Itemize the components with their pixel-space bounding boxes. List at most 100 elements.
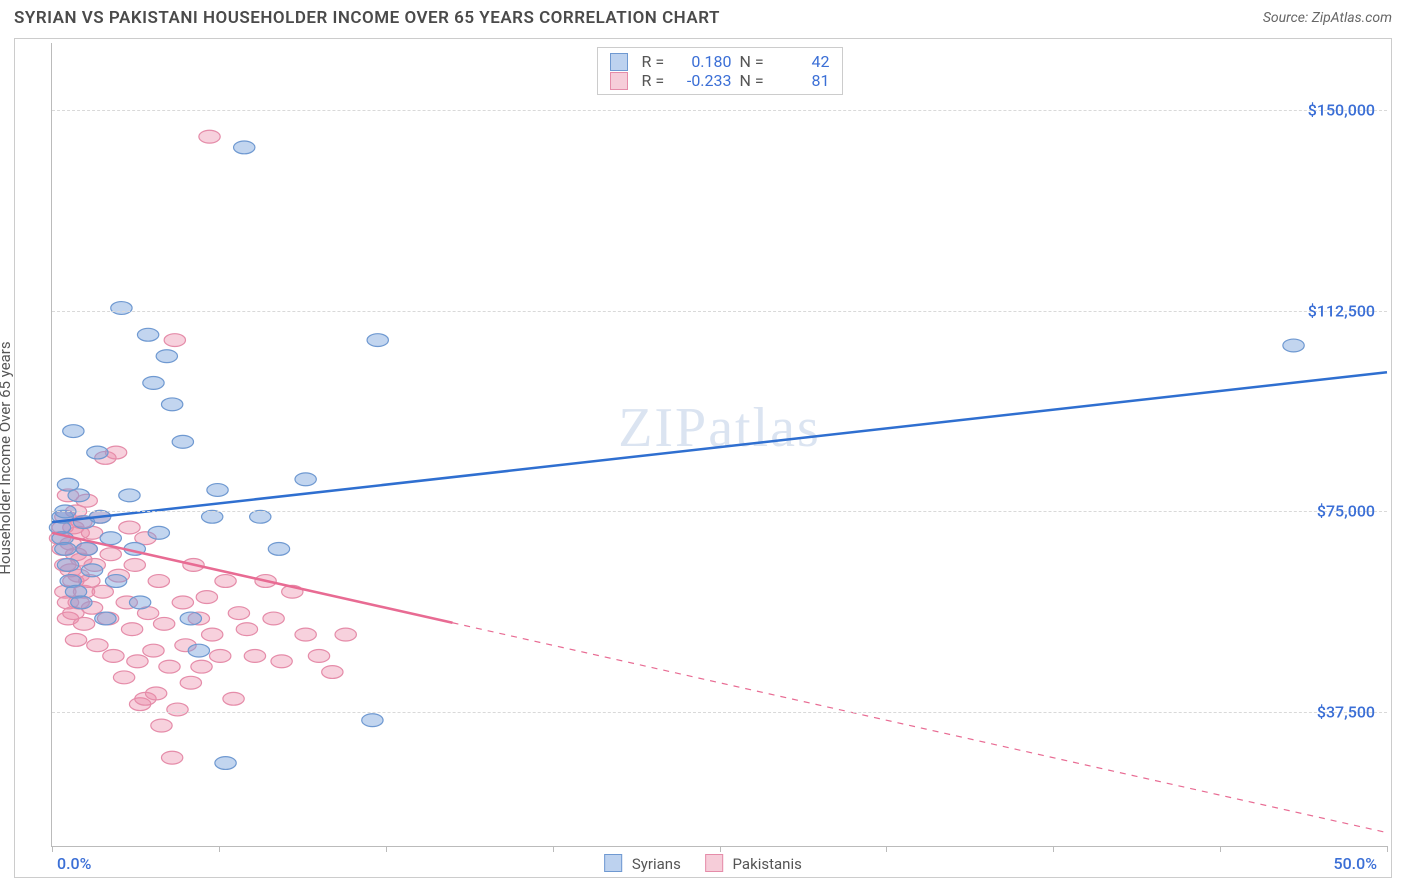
y-tick-label: $37,500 <box>1317 703 1375 722</box>
x-tick <box>1387 846 1388 852</box>
chart-title: SYRIAN VS PAKISTANI HOUSEHOLDER INCOME O… <box>14 8 720 28</box>
gridline-horizontal <box>52 311 1387 312</box>
point-syrians <box>180 612 201 625</box>
x-tick <box>1053 846 1054 852</box>
point-syrians <box>234 141 255 154</box>
n-label: N = <box>740 52 766 71</box>
point-pakistanis <box>271 655 292 668</box>
trendline-extrapolated-pakistanis <box>453 623 1388 833</box>
n-value: 42 <box>774 52 830 71</box>
point-pakistanis <box>127 655 148 668</box>
plot-area: ZIPatlas R =0.180N =42R =-0.233N =81 $37… <box>51 43 1387 847</box>
point-pakistanis <box>172 596 193 609</box>
point-pakistanis <box>180 676 201 689</box>
point-pakistanis <box>236 623 257 636</box>
x-tick <box>52 846 53 852</box>
point-pakistanis <box>202 628 223 641</box>
legend-row-pakistanis: R =-0.233N =81 <box>610 71 830 90</box>
point-pakistanis <box>308 650 329 663</box>
gridline-horizontal <box>52 511 1387 512</box>
swatch-pakistanis <box>610 72 628 90</box>
point-syrians <box>295 473 316 486</box>
x-tick <box>720 846 721 852</box>
point-syrians <box>1283 339 1304 352</box>
gridline-horizontal <box>52 110 1387 111</box>
point-syrians <box>71 596 92 609</box>
point-pakistanis <box>153 617 174 630</box>
point-pakistanis <box>191 660 212 673</box>
correlation-legend: R =0.180N =42R =-0.233N =81 <box>597 47 843 95</box>
point-syrians <box>57 559 78 572</box>
gridline-horizontal <box>52 712 1387 713</box>
point-pakistanis <box>228 607 249 620</box>
swatch-syrians <box>604 854 622 872</box>
point-pakistanis <box>215 575 236 588</box>
r-label: R = <box>642 71 668 90</box>
point-pakistanis <box>143 644 164 657</box>
point-pakistanis <box>103 650 124 663</box>
point-syrians <box>129 596 150 609</box>
x-tick <box>886 846 887 852</box>
point-pakistanis <box>244 650 265 663</box>
point-syrians <box>55 542 76 555</box>
point-syrians <box>76 542 97 555</box>
r-value: 0.180 <box>676 52 732 71</box>
source-attribution: Source: ZipAtlas.com <box>1263 10 1392 26</box>
point-syrians <box>156 350 177 363</box>
x-tick <box>1220 846 1221 852</box>
point-pakistanis <box>87 639 108 652</box>
chart-container: Householder Income Over 65 years ZIPatla… <box>14 38 1392 878</box>
r-label: R = <box>642 52 668 71</box>
series-legend: Syrians Pakistanis <box>604 854 802 873</box>
x-axis-max-label: 50.0% <box>1333 854 1377 873</box>
legend-item-pakistanis: Pakistanis <box>705 854 802 873</box>
point-syrians <box>100 532 121 545</box>
legend-item-syrians: Syrians <box>604 854 681 873</box>
point-syrians <box>143 377 164 390</box>
point-pakistanis <box>100 548 121 561</box>
x-axis-min-label: 0.0% <box>57 854 91 873</box>
point-syrians <box>105 575 126 588</box>
point-syrians <box>68 489 89 502</box>
legend-label-pakistanis: Pakistanis <box>733 855 802 873</box>
legend-label-syrians: Syrians <box>632 855 681 873</box>
point-syrians <box>268 542 289 555</box>
trendline-syrians <box>52 372 1387 522</box>
point-syrians <box>63 425 84 438</box>
point-pakistanis <box>151 719 172 732</box>
point-pakistanis <box>167 703 188 716</box>
point-syrians <box>111 302 132 315</box>
swatch-pakistanis <box>705 854 723 872</box>
point-syrians <box>362 714 383 727</box>
point-pakistanis <box>210 650 231 663</box>
n-label: N = <box>740 71 766 90</box>
point-pakistanis <box>113 671 134 684</box>
point-pakistanis <box>92 585 113 598</box>
point-syrians <box>207 484 228 497</box>
point-syrians <box>172 435 193 448</box>
y-tick-label: $150,000 <box>1308 100 1375 119</box>
r-value: -0.233 <box>676 71 732 90</box>
x-tick <box>553 846 554 852</box>
point-syrians <box>161 398 182 411</box>
point-syrians <box>137 328 158 341</box>
point-pakistanis <box>322 666 343 679</box>
point-pakistanis <box>145 687 166 700</box>
point-syrians <box>215 757 236 770</box>
point-pakistanis <box>159 660 180 673</box>
point-pakistanis <box>148 575 169 588</box>
point-syrians <box>148 526 169 539</box>
y-axis-title: Householder Income Over 65 years <box>0 341 14 574</box>
y-tick-label: $112,500 <box>1308 301 1375 320</box>
point-pakistanis <box>196 591 217 604</box>
point-pakistanis <box>73 617 94 630</box>
y-tick-label: $75,000 <box>1317 502 1375 521</box>
point-pakistanis <box>161 751 182 764</box>
point-pakistanis <box>65 633 86 646</box>
x-tick <box>386 846 387 852</box>
point-pakistanis <box>335 628 356 641</box>
x-tick <box>219 846 220 852</box>
point-pakistanis <box>164 334 185 347</box>
point-pakistanis <box>119 521 140 534</box>
point-syrians <box>87 446 108 459</box>
